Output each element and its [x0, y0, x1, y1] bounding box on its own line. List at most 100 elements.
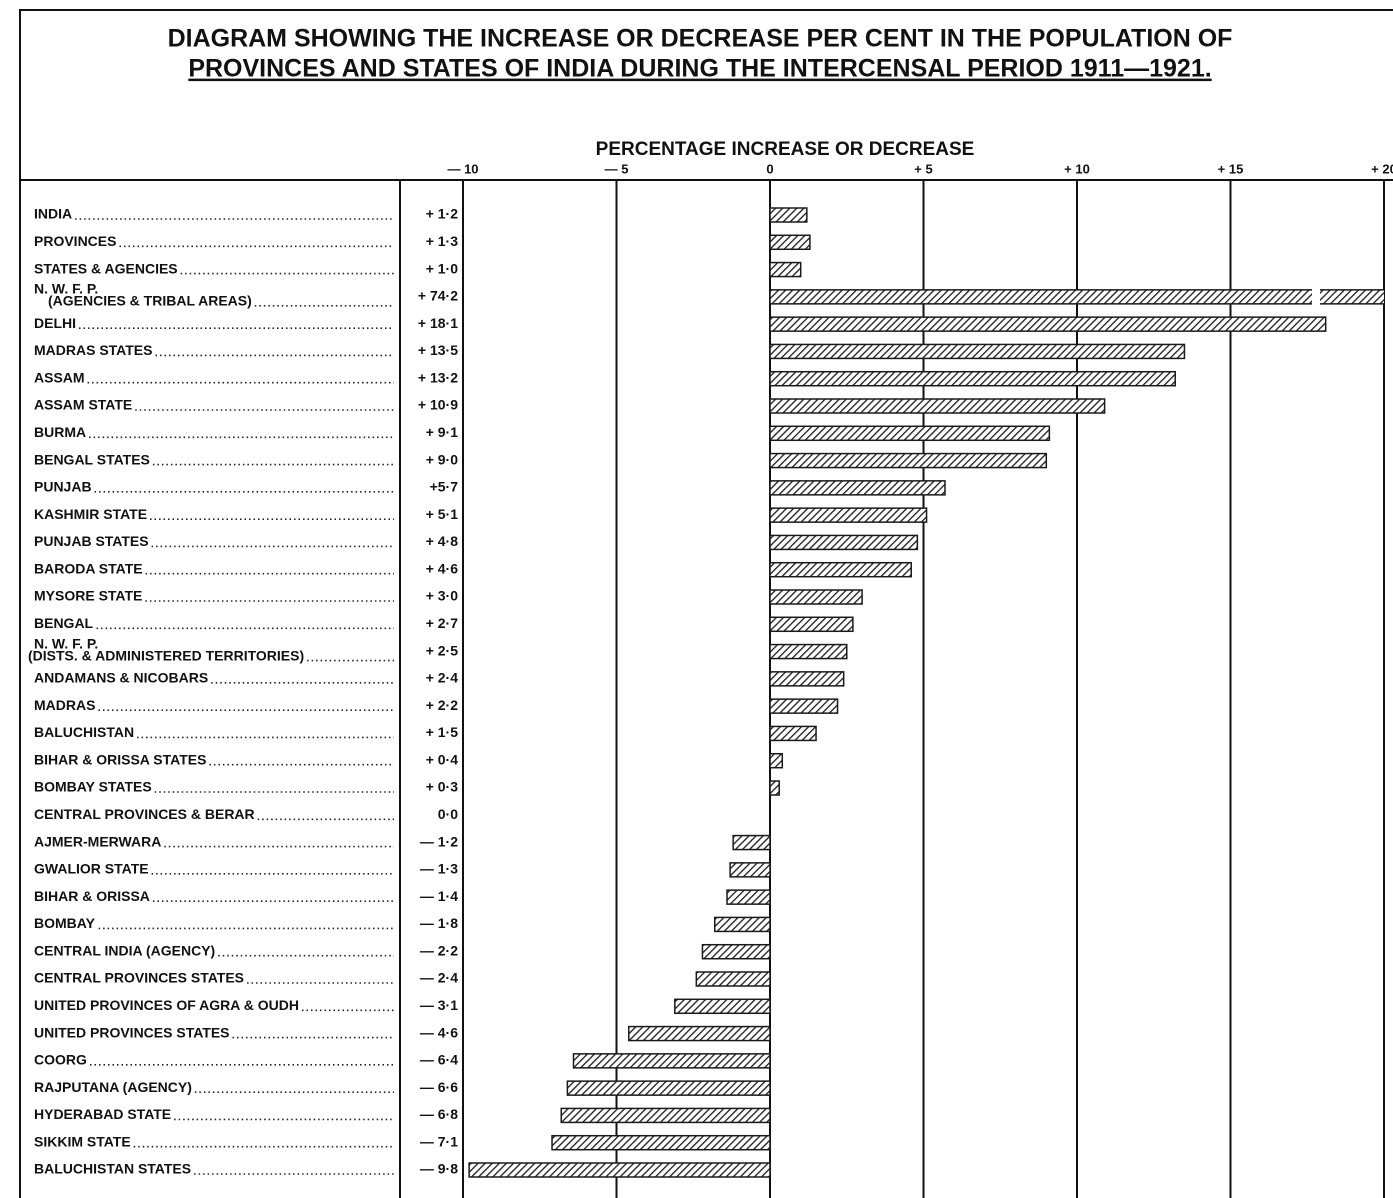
frame: [19, 9, 1393, 1198]
value-label: + 74·2: [418, 288, 458, 304]
value-label: — 7·1: [420, 1133, 458, 1149]
category-label: PROVINCES: [34, 233, 116, 249]
value-label: + 4·6: [426, 560, 459, 576]
category-label: MADRAS STATES: [34, 342, 152, 358]
bar: [769, 643, 848, 660]
bar: [713, 916, 771, 933]
value-label: — 1·8: [420, 915, 458, 931]
category-label: BENGAL: [34, 615, 94, 631]
bar: [566, 1080, 771, 1096]
category-label: CENTRAL PROVINCES STATES: [34, 970, 244, 986]
category-label: MADRAS: [34, 697, 95, 713]
value-label: — 2·2: [420, 942, 458, 958]
bar: [769, 234, 811, 251]
value-label: + 2·7: [426, 615, 459, 631]
bar: [468, 1162, 771, 1178]
chart-title: DIAGRAM SHOWING THE INCREASE OR DECREASE…: [168, 25, 1233, 53]
x-tick-label: 0: [766, 161, 773, 176]
bar: [769, 671, 845, 687]
category-label: BOMBAY STATES: [34, 779, 152, 795]
category-label: RAJPUTANA (AGENCY): [34, 1079, 192, 1095]
bar: [769, 725, 817, 742]
value-label: + 5·1: [426, 506, 459, 522]
bar: [769, 207, 808, 223]
x-tick-label: + 10: [1064, 161, 1090, 176]
value-label: + 13·2: [418, 369, 458, 385]
value-label: + 9·1: [426, 424, 459, 440]
category-label: BOMBAY: [34, 915, 96, 931]
value-label: + 1·0: [426, 260, 459, 276]
x-tick-label: — 10: [447, 161, 478, 176]
x-tick-label: + 5: [914, 161, 932, 176]
value-label: + 1·2: [426, 206, 459, 222]
value-label: + 1·3: [426, 233, 459, 249]
category-label: UNITED PROVINCES OF AGRA & OUDH: [34, 997, 299, 1013]
category-label: AJMER-MERWARA: [34, 833, 161, 849]
bar: [769, 370, 1176, 387]
category-label: N. W. F. P.: [34, 281, 98, 297]
bar: [769, 452, 1048, 469]
category-label: BENGAL STATES: [34, 451, 150, 467]
bar: [769, 534, 919, 551]
category-label: PUNJAB: [34, 479, 92, 495]
chart-title: PROVINCES AND STATES OF INDIA DURING THE…: [188, 55, 1211, 83]
value-label: + 10·9: [418, 397, 458, 413]
value-label: — 9·8: [420, 1161, 458, 1177]
bar: [572, 1053, 771, 1069]
value-label: + 0·3: [426, 779, 459, 795]
category-label: DELHI: [34, 315, 76, 331]
value-label: + 4·8: [426, 533, 459, 549]
x-tick-label: + 15: [1218, 161, 1244, 176]
category-label: COORG: [34, 1052, 87, 1068]
bar: [769, 780, 780, 796]
category-label: HYDERABAD STATE: [34, 1106, 171, 1122]
category-label: BALUCHISTAN STATES: [34, 1161, 191, 1177]
bar: [769, 561, 912, 578]
category-label: BURMA: [34, 424, 86, 440]
value-label: + 2·4: [426, 670, 459, 686]
category-label: BIHAR & ORISSA STATES: [34, 751, 206, 767]
value-label: — 6·4: [420, 1052, 458, 1068]
bar: [769, 507, 928, 523]
value-label: — 1·4: [420, 888, 458, 904]
category-label: UNITED PROVINCES STATES: [34, 1024, 230, 1040]
value-label: + 2·2: [426, 697, 459, 713]
x-tick-label: — 5: [605, 161, 629, 176]
value-label: + 9·0: [426, 451, 459, 467]
bar: [729, 862, 771, 878]
category-label: ANDAMANS & NICOBARS: [34, 670, 208, 686]
category-label: (DISTS. & ADMINISTERED TERRITORIES): [28, 647, 304, 663]
value-label: — 4·6: [420, 1024, 458, 1040]
bar: [732, 834, 771, 851]
value-label: — 1·2: [420, 833, 458, 849]
value-label: + 3·0: [426, 588, 459, 604]
bar: [769, 589, 863, 605]
bar: [560, 1107, 771, 1124]
category-label: N. W. F. P.: [34, 635, 98, 651]
value-label: — 1·3: [420, 861, 458, 877]
category-label: INDIA: [34, 206, 72, 222]
category-label: PUNJAB STATES: [34, 533, 149, 549]
x-tick-label: + 20: [1371, 161, 1393, 176]
bar: [769, 480, 946, 496]
value-label: + 18·1: [418, 315, 458, 331]
category-label: MYSORE STATE: [34, 588, 142, 604]
value-label: + 2·5: [426, 642, 459, 658]
value-label: + 0·4: [426, 751, 459, 767]
bar: [769, 752, 784, 769]
value-label: — 6·6: [420, 1079, 458, 1095]
category-label: SIKKIM STATE: [34, 1133, 131, 1149]
category-label: BARODA STATE: [34, 560, 143, 576]
bar: [769, 616, 854, 633]
bar: [769, 398, 1106, 414]
value-label: + 13·5: [418, 342, 458, 358]
value-label: — 2·4: [420, 970, 458, 986]
category-label: CENTRAL PROVINCES & BERAR: [34, 806, 255, 822]
category-label: (AGENCIES & TRIBAL AREAS): [48, 293, 252, 309]
category-label: CENTRAL INDIA (AGENCY): [34, 942, 215, 958]
bar: [769, 698, 839, 714]
bar: [726, 889, 771, 905]
category-label: BIHAR & ORISSA: [34, 888, 150, 904]
category-label: KASHMIR STATE: [34, 506, 147, 522]
